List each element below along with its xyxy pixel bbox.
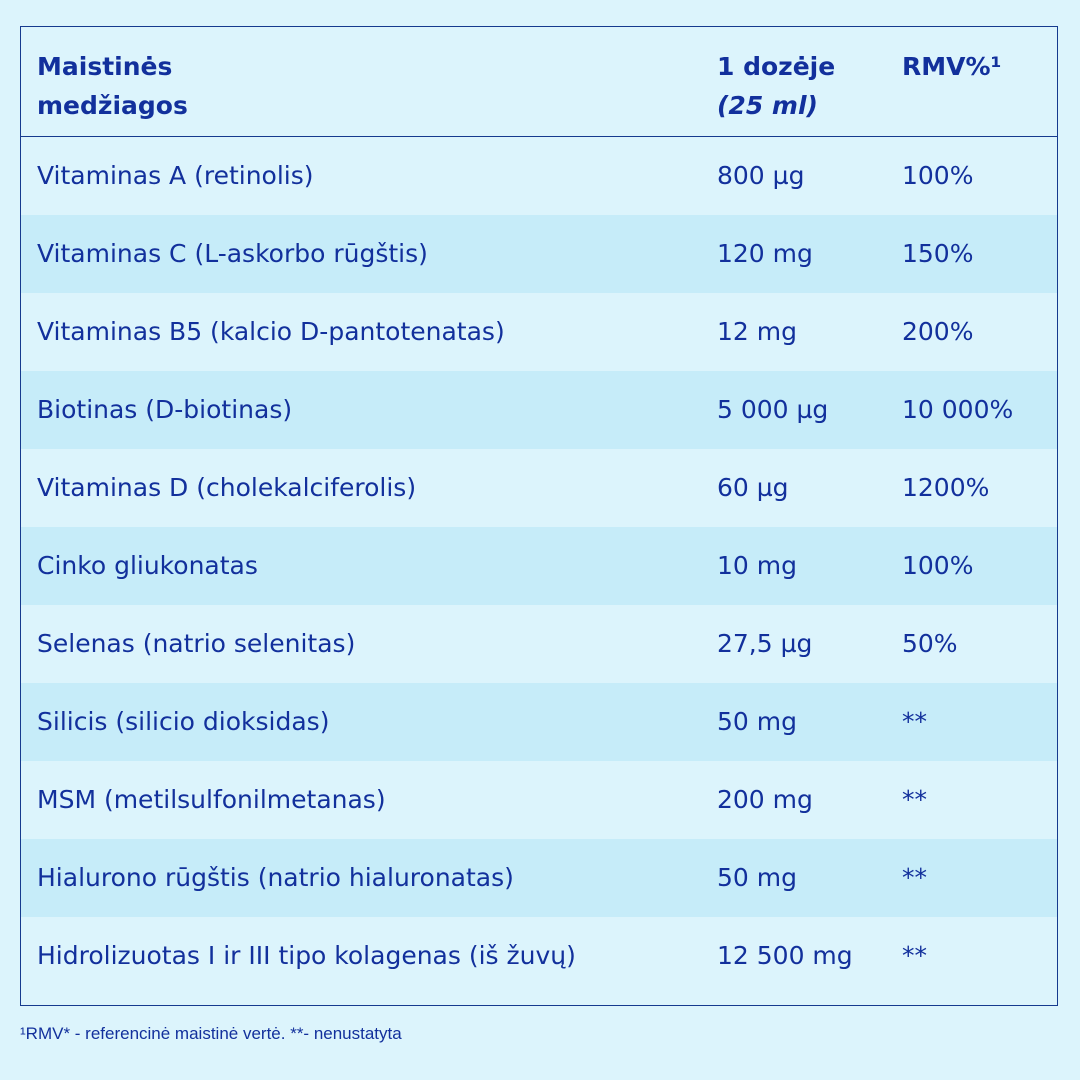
nutrient-rmv: 100%: [902, 551, 974, 580]
nutrient-rmv: 150%: [902, 239, 974, 268]
table-header: Maistinės medžiagos 1 dozėje (25 ml) RMV…: [21, 27, 1057, 137]
table-row: MSM (metilsulfonilmetanas) 200 mg **: [21, 761, 1057, 839]
header-dose-line1: 1 dozėje: [717, 52, 836, 81]
nutrient-rmv: **: [902, 707, 927, 736]
nutrient-name: Biotinas (D-biotinas): [37, 395, 293, 424]
nutrient-dose: 12 500 mg: [717, 941, 853, 970]
nutrient-dose: 60 µg: [717, 473, 789, 502]
table-row: Cinko gliukonatas 10 mg 100%: [21, 527, 1057, 605]
table-row: Biotinas (D-biotinas) 5 000 µg 10 000%: [21, 371, 1057, 449]
nutrient-name: Vitaminas D (cholekalciferolis): [37, 473, 417, 502]
nutrient-dose: 200 mg: [717, 785, 813, 814]
nutrient-rmv: **: [902, 863, 927, 892]
table-row: Hidrolizuotas I ir III tipo kolagenas (i…: [21, 917, 1057, 995]
nutrient-dose: 800 µg: [717, 161, 805, 190]
nutrient-name: Hidrolizuotas I ir III tipo kolagenas (i…: [37, 941, 576, 970]
table-row: Vitaminas A (retinolis) 800 µg 100%: [21, 137, 1057, 215]
footnote: ¹RMV* - referencinė maistinė vertė. **- …: [20, 1024, 402, 1043]
table-row: Selenas (natrio selenitas) 27,5 µg 50%: [21, 605, 1057, 683]
table-row: Silicis (silicio dioksidas) 50 mg **: [21, 683, 1057, 761]
nutrient-rmv: 100%: [902, 161, 974, 190]
nutrient-name: Vitaminas C (L-askorbo rūgštis): [37, 239, 428, 268]
header-rmv: RMV%¹: [902, 52, 1002, 81]
nutrient-rmv: 10 000%: [902, 395, 1014, 424]
nutrition-table: Maistinės medžiagos 1 dozėje (25 ml) RMV…: [20, 26, 1058, 1006]
nutrient-rmv: 50%: [902, 629, 958, 658]
table-row: Vitaminas C (L-askorbo rūgštis) 120 mg 1…: [21, 215, 1057, 293]
table-row: Vitaminas D (cholekalciferolis) 60 µg 12…: [21, 449, 1057, 527]
nutrient-dose: 50 mg: [717, 863, 797, 892]
nutrient-dose: 12 mg: [717, 317, 797, 346]
header-nutrients-line2: medžiagos: [37, 91, 188, 120]
nutrient-name: Silicis (silicio dioksidas): [37, 707, 330, 736]
nutrient-name: Vitaminas A (retinolis): [37, 161, 314, 190]
nutrient-name: Selenas (natrio selenitas): [37, 629, 356, 658]
nutrient-rmv: 200%: [902, 317, 974, 346]
nutrient-name: Hialurono rūgštis (natrio hialuronatas): [37, 863, 514, 892]
nutrient-name: MSM (metilsulfonilmetanas): [37, 785, 386, 814]
nutrient-dose: 120 mg: [717, 239, 813, 268]
nutrient-dose: 5 000 µg: [717, 395, 829, 424]
nutrient-rmv: **: [902, 785, 927, 814]
header-nutrients: Maistinės medžiagos: [37, 47, 637, 125]
nutrient-name: Vitaminas B5 (kalcio D-pantotenatas): [37, 317, 505, 346]
nutrient-dose: 10 mg: [717, 551, 797, 580]
table-row: Hialurono rūgštis (natrio hialuronatas) …: [21, 839, 1057, 917]
nutrient-rmv: 1200%: [902, 473, 990, 502]
nutrient-rmv: **: [902, 941, 927, 970]
header-dose-line2: (25 ml): [717, 91, 818, 120]
header-dose: 1 dozėje (25 ml): [717, 47, 897, 125]
nutrient-dose: 27,5 µg: [717, 629, 813, 658]
table-body: Vitaminas A (retinolis) 800 µg 100% Vita…: [21, 137, 1057, 995]
nutrient-name: Cinko gliukonatas: [37, 551, 258, 580]
nutrient-dose: 50 mg: [717, 707, 797, 736]
header-nutrients-line1: Maistinės: [37, 52, 173, 81]
table-row: Vitaminas B5 (kalcio D-pantotenatas) 12 …: [21, 293, 1057, 371]
